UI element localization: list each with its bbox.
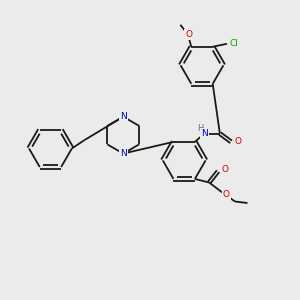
Text: O: O	[185, 30, 192, 39]
Text: O: O	[234, 137, 241, 146]
Text: N: N	[120, 149, 127, 158]
Text: Cl: Cl	[229, 39, 238, 48]
Text: H: H	[197, 124, 204, 133]
Text: O: O	[221, 165, 228, 174]
Text: O: O	[223, 190, 230, 199]
Text: N: N	[201, 129, 208, 138]
Text: N: N	[120, 112, 127, 121]
